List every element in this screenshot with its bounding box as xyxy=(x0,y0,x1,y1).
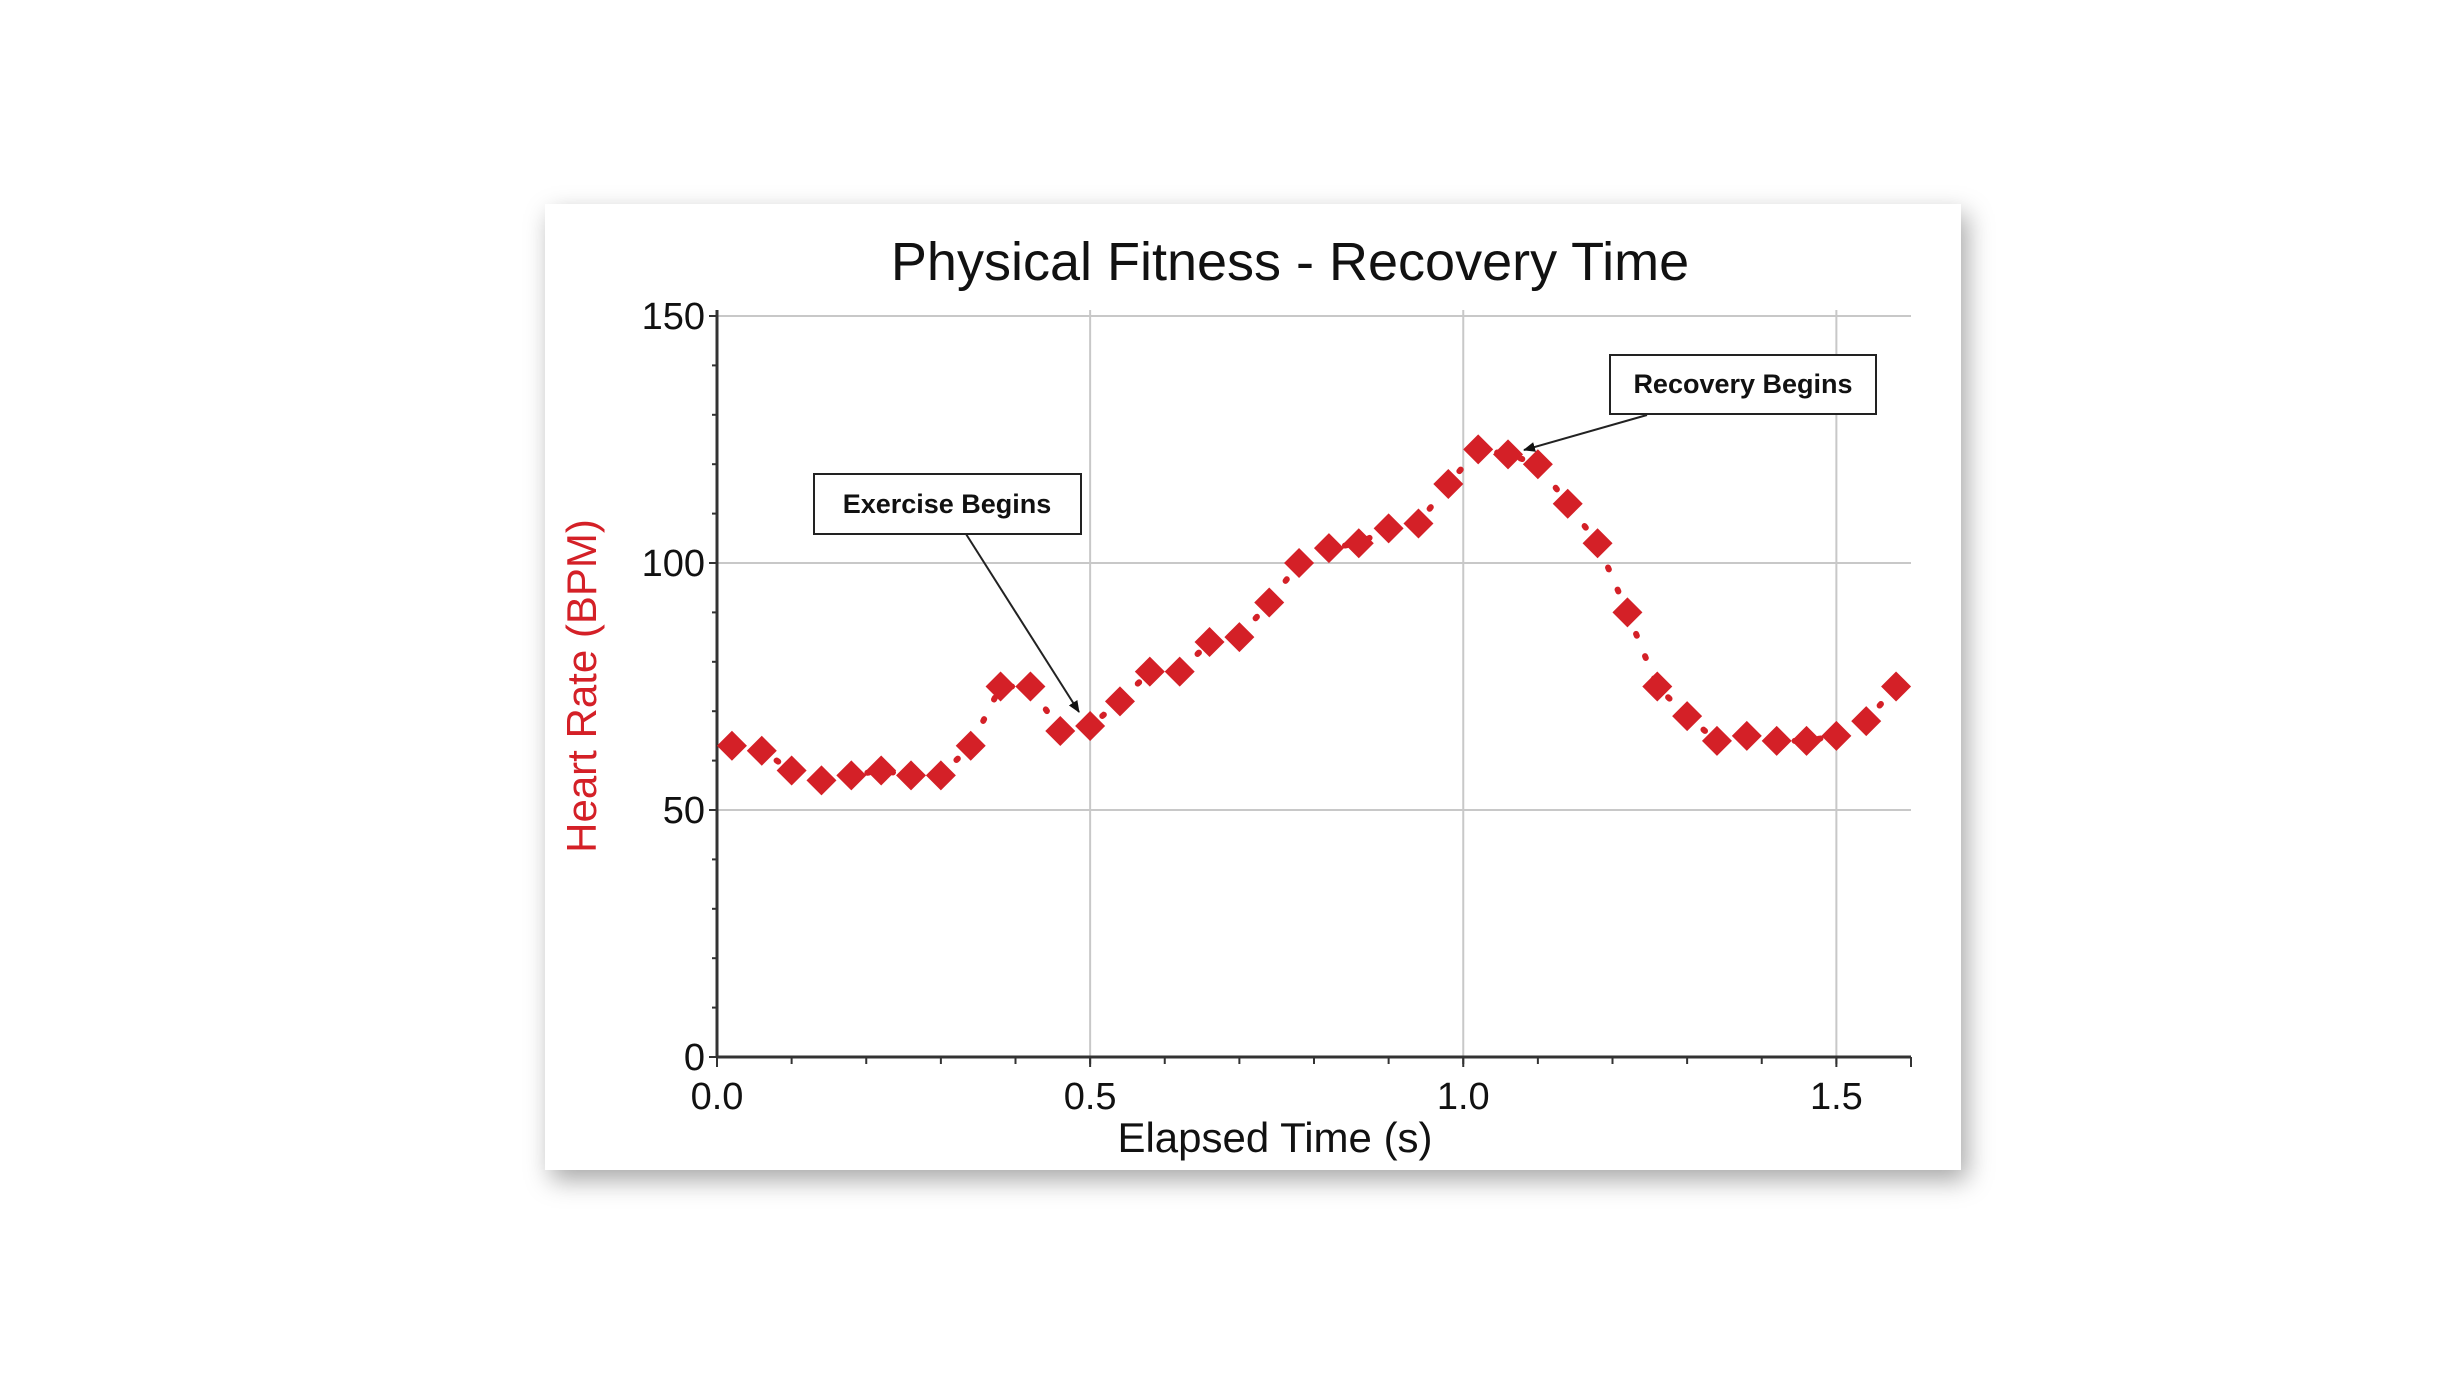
data-point xyxy=(1194,627,1225,658)
series-heart-rate xyxy=(716,434,1912,796)
data-point xyxy=(1582,528,1613,559)
x-tick-label: 0.5 xyxy=(1064,1076,1117,1118)
data-point xyxy=(925,760,956,791)
annotation-label: Exercise Begins xyxy=(843,489,1052,519)
data-point xyxy=(1045,715,1076,746)
annotation-exercise-begins: Exercise Begins xyxy=(813,473,1082,713)
data-point xyxy=(1343,528,1374,559)
grid xyxy=(717,310,1911,1057)
data-point xyxy=(866,755,897,786)
data-point xyxy=(955,730,986,761)
data-point xyxy=(1493,439,1524,470)
data-point xyxy=(1851,706,1882,737)
y-tick-label: 0 xyxy=(684,1037,705,1079)
data-point xyxy=(1433,468,1464,499)
y-tick-label: 100 xyxy=(642,543,705,585)
data-point xyxy=(1284,548,1315,578)
data-point xyxy=(1881,671,1912,702)
data-point xyxy=(1522,449,1553,480)
data-point xyxy=(716,730,747,761)
data-point xyxy=(896,760,927,791)
y-axis-label: Heart Rate (BPM) xyxy=(558,519,605,853)
data-point xyxy=(1701,725,1732,756)
data-point xyxy=(836,760,867,791)
data-point xyxy=(1821,720,1852,751)
data-point xyxy=(1552,488,1583,519)
data-point xyxy=(1642,671,1673,702)
data-point xyxy=(1134,656,1165,687)
data-point xyxy=(1761,725,1792,756)
x-tick-label: 0.0 xyxy=(691,1076,744,1118)
data-point xyxy=(1791,725,1822,756)
data-point xyxy=(776,755,807,786)
data-point xyxy=(1224,622,1255,653)
data-point xyxy=(1403,508,1434,539)
data-point xyxy=(985,671,1016,702)
data-point xyxy=(1731,720,1762,751)
y-tick-label: 50 xyxy=(663,790,705,832)
x-tick-label: 1.5 xyxy=(1810,1076,1863,1118)
data-point xyxy=(1672,701,1703,732)
series-connector xyxy=(728,446,1900,784)
data-point xyxy=(1104,686,1135,717)
x-tick-label: 1.0 xyxy=(1437,1076,1490,1118)
y-tick-label: 150 xyxy=(642,296,705,338)
data-point xyxy=(806,765,837,796)
data-point xyxy=(746,735,777,766)
data-point xyxy=(1313,533,1344,564)
annotation-arrow xyxy=(965,533,1080,713)
annotation-arrow xyxy=(1523,414,1648,452)
axes: 0 50 100 150 0.0 0.5 1.0 1.5 xyxy=(642,296,1912,1118)
annotation-label: Recovery Begins xyxy=(1633,369,1852,399)
chart-title: Physical Fitness - Recovery Time xyxy=(891,232,1689,292)
data-point xyxy=(1612,597,1643,628)
data-point xyxy=(1463,434,1494,465)
data-point xyxy=(1254,587,1285,618)
x-axis-label: Elapsed Time (s) xyxy=(1117,1114,1432,1161)
data-point xyxy=(1075,711,1106,742)
data-point xyxy=(1015,671,1046,702)
annotation-recovery-begins: Recovery Begins xyxy=(1523,354,1877,452)
data-point xyxy=(1373,513,1404,544)
data-point xyxy=(1164,656,1195,687)
